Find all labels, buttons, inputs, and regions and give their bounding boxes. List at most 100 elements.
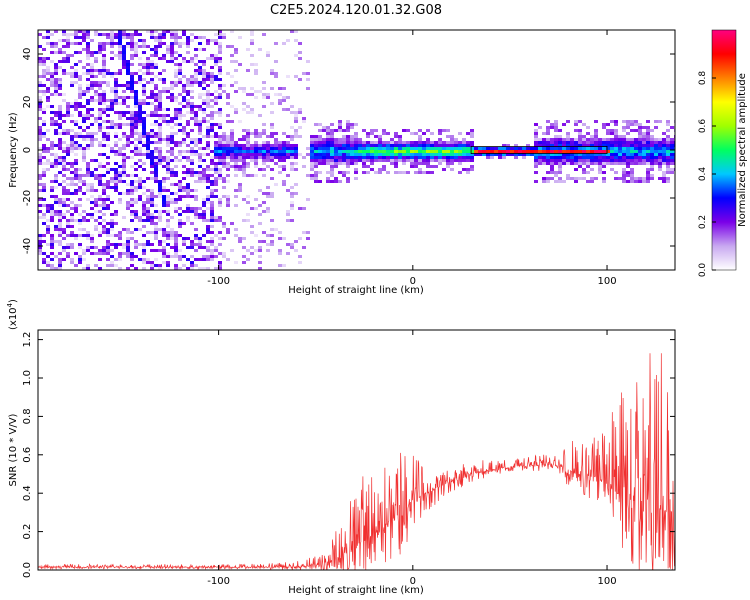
heat-cell (42, 48, 46, 51)
heat-cell (146, 69, 150, 72)
heat-cell (130, 33, 134, 36)
heat-cell (574, 144, 578, 147)
heat-cell (154, 51, 158, 54)
heat-cell (74, 168, 78, 171)
heat-cell (350, 135, 354, 138)
heat-cell (502, 147, 506, 150)
heat-cell (218, 72, 222, 75)
heat-cell (94, 90, 98, 93)
heat-cell (278, 156, 282, 159)
heat-cell (590, 159, 594, 162)
heat-cell (190, 261, 194, 264)
heat-cell (174, 111, 178, 114)
heat-cell (150, 63, 154, 66)
heat-cell (70, 171, 74, 174)
heat-cell (614, 153, 618, 156)
heat-cell (206, 75, 210, 78)
heat-cell (182, 237, 186, 240)
heat-cell (322, 138, 326, 141)
heat-cell (210, 195, 214, 198)
heat-cell (86, 198, 90, 201)
heat-cell (42, 135, 46, 138)
heat-cell (246, 141, 250, 144)
heat-cell (70, 246, 74, 249)
heat-cell (218, 36, 222, 39)
heat-cell (90, 87, 94, 90)
heat-cell (122, 153, 126, 156)
heat-cell (86, 219, 90, 222)
heat-cell (158, 249, 162, 252)
heat-cell (354, 123, 358, 126)
heat-cell (310, 174, 314, 177)
heat-cell (246, 105, 250, 108)
heat-cell (262, 174, 266, 177)
heat-cell (394, 153, 398, 156)
heat-cell (326, 150, 330, 153)
heat-cell (118, 177, 122, 180)
heat-cell (282, 264, 286, 267)
heat-cell (278, 237, 282, 240)
heat-cell (190, 207, 194, 210)
heat-cell (246, 144, 250, 147)
heat-cell (622, 147, 626, 150)
heat-cell (50, 186, 54, 189)
heat-cell (342, 153, 346, 156)
heat-cell (154, 162, 158, 165)
heat-cell (142, 219, 146, 222)
heat-cell (174, 42, 178, 45)
heat-cell (74, 30, 78, 33)
y-tick-label: 0 (22, 147, 33, 153)
heat-cell (534, 159, 538, 162)
heat-cell (66, 183, 70, 186)
heat-cell (650, 144, 654, 147)
heat-cell (98, 96, 102, 99)
snr-series-line (38, 353, 675, 570)
heat-cell (542, 150, 546, 153)
heat-cell (70, 72, 74, 75)
heat-cell (94, 30, 98, 33)
heat-cell (210, 240, 214, 243)
heat-cell (290, 126, 294, 129)
heat-cell (186, 174, 190, 177)
heat-cell (558, 135, 562, 138)
heat-cell (606, 123, 610, 126)
heat-cell (622, 153, 626, 156)
heat-cell (174, 159, 178, 162)
heat-cell (282, 165, 286, 168)
heat-cell (110, 51, 114, 54)
heat-cell (42, 174, 46, 177)
heat-cell (614, 159, 618, 162)
heat-cell (594, 129, 598, 132)
heat-cell (86, 102, 90, 105)
heat-cell (94, 198, 98, 201)
heat-cell (86, 111, 90, 114)
heat-cell (222, 156, 226, 159)
heat-cell (70, 225, 74, 228)
heat-cell (226, 174, 230, 177)
heat-cell (194, 150, 198, 153)
heat-cell (342, 129, 346, 132)
heat-cell (126, 156, 130, 159)
heat-cell (250, 153, 254, 156)
heat-cell (210, 243, 214, 246)
heat-cell (218, 66, 222, 69)
heat-cell (186, 192, 190, 195)
heat-cell (610, 138, 614, 141)
heat-cell (462, 159, 466, 162)
heat-cell (498, 147, 502, 150)
heat-cell (70, 66, 74, 69)
heat-cell (98, 111, 102, 114)
heat-cell (218, 138, 222, 141)
heat-cell (502, 156, 506, 159)
heat-cell (174, 183, 178, 186)
heat-cell (238, 165, 242, 168)
heat-cell (282, 150, 286, 153)
heat-cell (338, 141, 342, 144)
heat-cell (270, 144, 274, 147)
heat-cell (146, 258, 150, 261)
heat-cell (214, 171, 218, 174)
heat-cell (374, 156, 378, 159)
heat-cell (202, 36, 206, 39)
heat-cell (162, 249, 166, 252)
heat-cell (154, 195, 158, 198)
